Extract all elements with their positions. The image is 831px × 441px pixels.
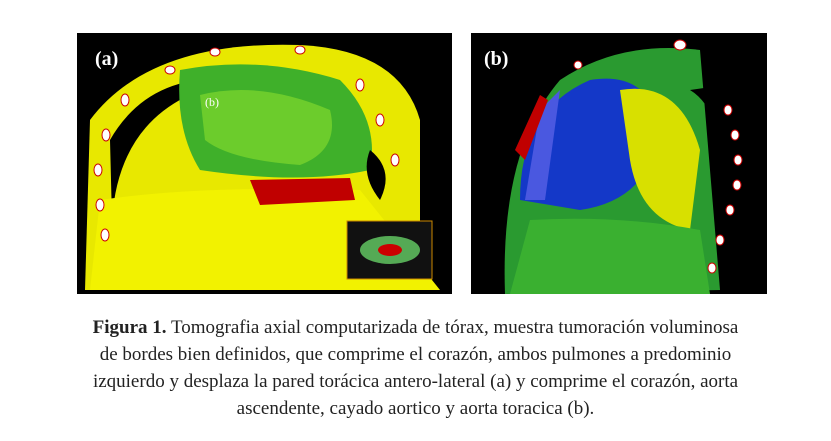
ct-image-a: (a) (b) [77,33,452,294]
caption-line: ascendente, cayado aortico y aorta torac… [236,398,595,419]
figure: (a) (b) (b) [77,33,767,294]
panel-label: (a) [95,48,118,70]
caption-line: Figura 1. Tomografia axial computarizada… [0,314,831,341]
panel-label: (b) [484,48,508,70]
caption-line: de bordes bien definidos, que comprime e… [99,344,732,365]
caption-text: Tomografia axial computarizada de tórax,… [170,317,739,338]
caption-label: Figura 1. [92,317,167,338]
inner-label: (b) [205,95,219,109]
caption-line: izquierdo y desplaza la pared torácica a… [92,371,739,392]
ct-image-b: (b) [471,33,767,294]
